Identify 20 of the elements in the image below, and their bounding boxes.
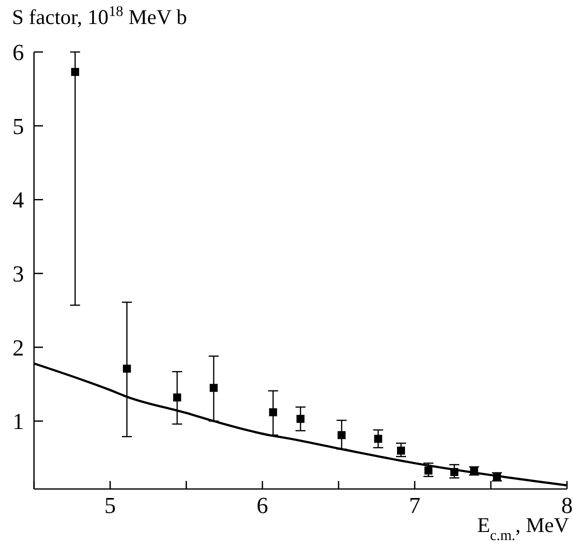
x-tick-label: 5 [104, 493, 116, 518]
point [296, 414, 304, 423]
y-tick-label: 2 [12, 335, 24, 360]
point [397, 446, 406, 455]
point [269, 408, 278, 416]
point [374, 434, 382, 443]
point [210, 384, 218, 392]
x-tick-label: 6 [256, 493, 268, 518]
y-tick-label: 1 [12, 409, 24, 434]
point [424, 466, 432, 475]
point [173, 393, 182, 402]
point [71, 68, 80, 76]
x-tick-label: 7 [408, 493, 420, 518]
point [338, 431, 346, 440]
y-axis-title: S factor, 10$^{18}$ MeV b [12, 4, 188, 29]
y-tick-label: 4 [12, 188, 24, 213]
y-tick-label: 6 [12, 40, 24, 65]
point [122, 364, 131, 373]
y-tick-label: 3 [12, 261, 24, 286]
y-tick-label: 5 [12, 114, 24, 139]
